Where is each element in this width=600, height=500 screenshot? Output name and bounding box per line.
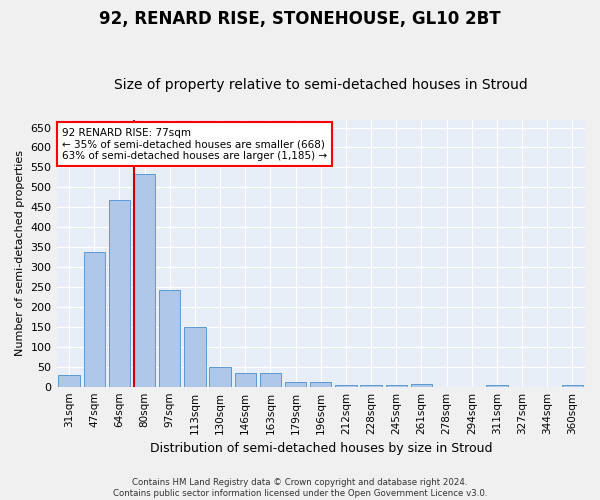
Bar [260,372,281,386]
Bar [134,174,155,386]
Bar [411,384,432,386]
Bar [235,372,256,386]
Bar [83,252,105,386]
Bar [335,384,356,386]
Bar [285,382,307,386]
Title: Size of property relative to semi-detached houses in Stroud: Size of property relative to semi-detach… [114,78,527,92]
Bar [209,367,231,386]
Bar [159,290,181,386]
Y-axis label: Number of semi-detached properties: Number of semi-detached properties [15,150,25,356]
Bar [310,382,331,386]
Bar [386,384,407,386]
Bar [562,384,583,386]
Bar [109,200,130,386]
Bar [58,375,80,386]
Text: 92 RENARD RISE: 77sqm
← 35% of semi-detached houses are smaller (668)
63% of sem: 92 RENARD RISE: 77sqm ← 35% of semi-deta… [62,128,327,161]
Text: Contains HM Land Registry data © Crown copyright and database right 2024.
Contai: Contains HM Land Registry data © Crown c… [113,478,487,498]
Bar [486,384,508,386]
X-axis label: Distribution of semi-detached houses by size in Stroud: Distribution of semi-detached houses by … [149,442,492,455]
Bar [361,384,382,386]
Text: 92, RENARD RISE, STONEHOUSE, GL10 2BT: 92, RENARD RISE, STONEHOUSE, GL10 2BT [99,10,501,28]
Bar [184,327,206,386]
